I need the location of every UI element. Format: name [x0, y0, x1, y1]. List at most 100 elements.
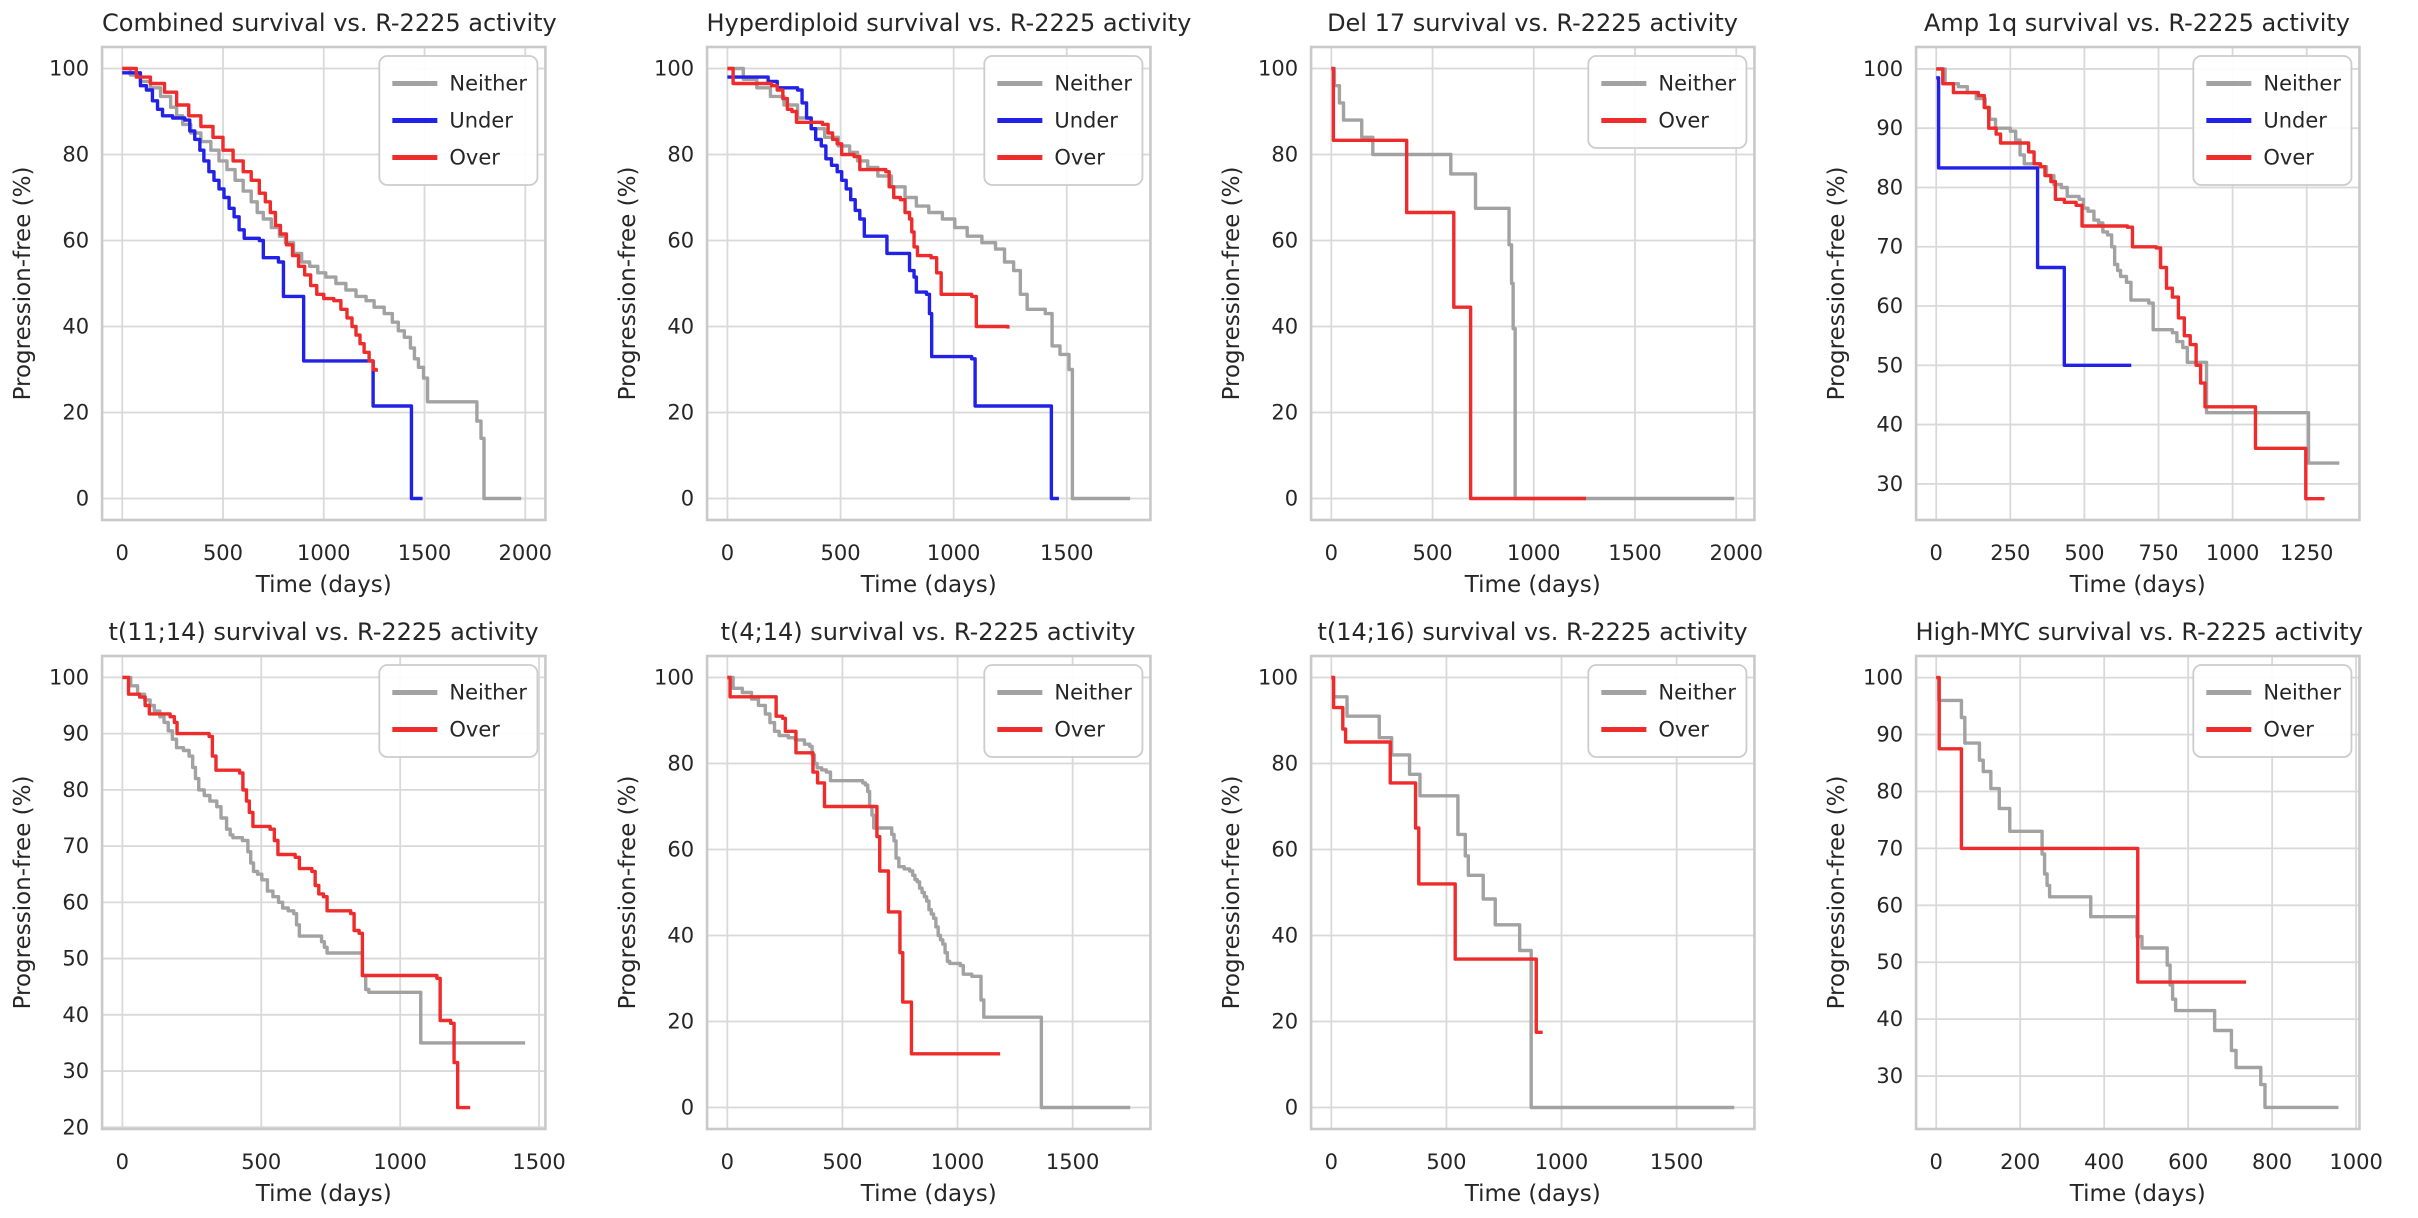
- chart-panel-highmyc: High-MYC survival vs. R-2225 activity 0 2…: [1814, 609, 2418, 1218]
- x-tick-label: 1000: [1535, 1150, 1588, 1174]
- y-tick-label: 30: [1876, 472, 1903, 496]
- y-axis-label: Progression-free (%): [1824, 167, 1850, 401]
- km-curve-over: [122, 675, 471, 1110]
- y-tick-label: 20: [62, 401, 89, 425]
- y-axis-label: Progression-free (%): [1219, 167, 1245, 401]
- chart-title: Del 17 survival vs. R-2225 activity: [1327, 9, 1738, 37]
- km-curve-under: [122, 71, 423, 501]
- y-tick-label: 100: [49, 57, 89, 81]
- x-tick-label: 0: [720, 1150, 733, 1174]
- legend: Neither Over: [982, 664, 1143, 758]
- y-tick-label: 0: [76, 487, 89, 511]
- x-axis-label: Time (days): [2068, 572, 2205, 598]
- x-tick-label: 0: [720, 541, 733, 565]
- legend-label: Neither: [449, 72, 527, 96]
- x-tick-label: 500: [1426, 1150, 1466, 1174]
- chart-title: High-MYC survival vs. R-2225 activity: [1915, 618, 2363, 646]
- x-tick-label: 2000: [1709, 541, 1762, 565]
- chart-panel-del17: Del 17 survival vs. R-2225 activity 0 500…: [1209, 0, 1814, 609]
- y-tick-label: 90: [1876, 116, 1903, 140]
- survival-plot: 0 500 1000 1500 0 20 40 60 80 100 Time (days) Progr…: [1219, 654, 1756, 1207]
- chart-title: Hyperdiploid survival vs. R-2225 activit…: [706, 9, 1192, 37]
- x-axis-label: Time (days): [255, 1181, 392, 1207]
- y-axis-label: Progression-free (%): [1824, 776, 1850, 1010]
- legend: Neither Over: [2191, 664, 2352, 758]
- chart-panel-hyperdiploid: Hyperdiploid survival vs. R-2225 activit…: [605, 0, 1210, 609]
- km-curve-neither: [1935, 67, 2339, 465]
- y-tick-label: 30: [62, 1059, 89, 1083]
- legend-label: Neither: [2263, 681, 2341, 705]
- y-tick-label: 100: [1258, 57, 1298, 81]
- y-tick-label: 0: [1285, 1096, 1298, 1120]
- legend-label: Neither: [1658, 681, 1736, 705]
- legend-box: [982, 664, 1143, 758]
- y-tick-label: 80: [667, 143, 694, 167]
- x-axis-label: Time (days): [1464, 572, 1601, 598]
- x-tick-label: 1500: [512, 1150, 565, 1174]
- km-curve-neither: [122, 675, 526, 1045]
- axes-border: [100, 45, 547, 522]
- y-tick-label: 0: [1285, 487, 1298, 511]
- y-tick-label: 100: [653, 57, 693, 81]
- legend-label: Under: [2263, 109, 2327, 133]
- x-tick-label: 500: [203, 541, 243, 565]
- y-tick-label: 20: [1271, 1010, 1298, 1034]
- y-tick-label: 70: [62, 834, 89, 858]
- y-tick-label: 80: [1271, 143, 1298, 167]
- y-tick-label: 60: [1876, 893, 1903, 917]
- y-axis-label: Progression-free (%): [10, 167, 36, 401]
- km-curve-under: [726, 75, 1059, 501]
- x-tick-label: 500: [820, 541, 860, 565]
- y-tick-label: 100: [49, 665, 89, 689]
- chart-title: t(14;16) survival vs. R-2225 activity: [1317, 618, 1748, 646]
- x-axis-label: Time (days): [2068, 1181, 2205, 1207]
- legend-box: [1587, 55, 1748, 149]
- legend-label: Neither: [1658, 72, 1736, 96]
- km-curve-over: [122, 66, 378, 372]
- y-axis-label: Progression-free (%): [615, 167, 641, 401]
- y-tick-label: 40: [62, 1003, 89, 1027]
- x-tick-label: 500: [2064, 541, 2104, 565]
- x-tick-label: 1500: [1045, 1150, 1098, 1174]
- survival-plot: 0 500 1000 1500 20 30 40 50 60 70 80 90 100 Time (day…: [10, 654, 566, 1207]
- km-curve-over: [1331, 675, 1543, 1034]
- km-curve-neither: [1331, 675, 1735, 1110]
- x-tick-label: 1000: [2329, 1150, 2382, 1174]
- y-tick-label: 70: [1876, 235, 1903, 259]
- y-tick-label: 100: [1862, 666, 1902, 690]
- y-tick-label: 60: [667, 229, 694, 253]
- x-axis-label: Time (days): [859, 1181, 996, 1207]
- y-tick-label: 100: [1862, 57, 1902, 81]
- x-tick-label: 1000: [1507, 541, 1560, 565]
- legend-label: Neither: [449, 681, 527, 705]
- legend-box: [2191, 55, 2352, 186]
- x-tick-label: 1000: [930, 1150, 983, 1174]
- x-tick-label: 500: [241, 1150, 281, 1174]
- y-tick-label: 40: [1271, 315, 1298, 339]
- chart-panel-t11-14: t(11;14) survival vs. R-2225 activity 0 5…: [0, 609, 605, 1218]
- axes-border: [1914, 45, 2361, 522]
- km-curve-neither: [1935, 675, 2338, 1110]
- x-axis-label: Time (days): [255, 572, 392, 598]
- y-tick-label: 20: [667, 1010, 694, 1034]
- legend-box: [982, 55, 1143, 186]
- x-tick-label: 0: [1929, 1150, 1942, 1174]
- legend: Neither Under Over: [378, 55, 539, 186]
- legend-box: [378, 55, 539, 186]
- y-tick-label: 100: [1258, 666, 1298, 690]
- y-tick-label: 40: [1271, 924, 1298, 948]
- legend-box: [378, 664, 539, 758]
- y-tick-label: 60: [1271, 838, 1298, 862]
- chart-title: t(4;14) survival vs. R-2225 activity: [720, 618, 1136, 646]
- y-tick-label: 80: [1271, 752, 1298, 776]
- x-tick-label: 1250: [2279, 541, 2332, 565]
- x-tick-label: 500: [822, 1150, 862, 1174]
- legend-label: Under: [449, 109, 513, 133]
- x-tick-label: 2000: [499, 541, 552, 565]
- y-tick-label: 100: [653, 666, 693, 690]
- y-tick-label: 50: [62, 947, 89, 971]
- y-tick-label: 60: [62, 890, 89, 914]
- chart-panel-t14-16: t(14;16) survival vs. R-2225 activity 0 5…: [1209, 609, 1814, 1218]
- km-curve-over: [1935, 675, 2246, 984]
- x-axis-label: Time (days): [1464, 1181, 1601, 1207]
